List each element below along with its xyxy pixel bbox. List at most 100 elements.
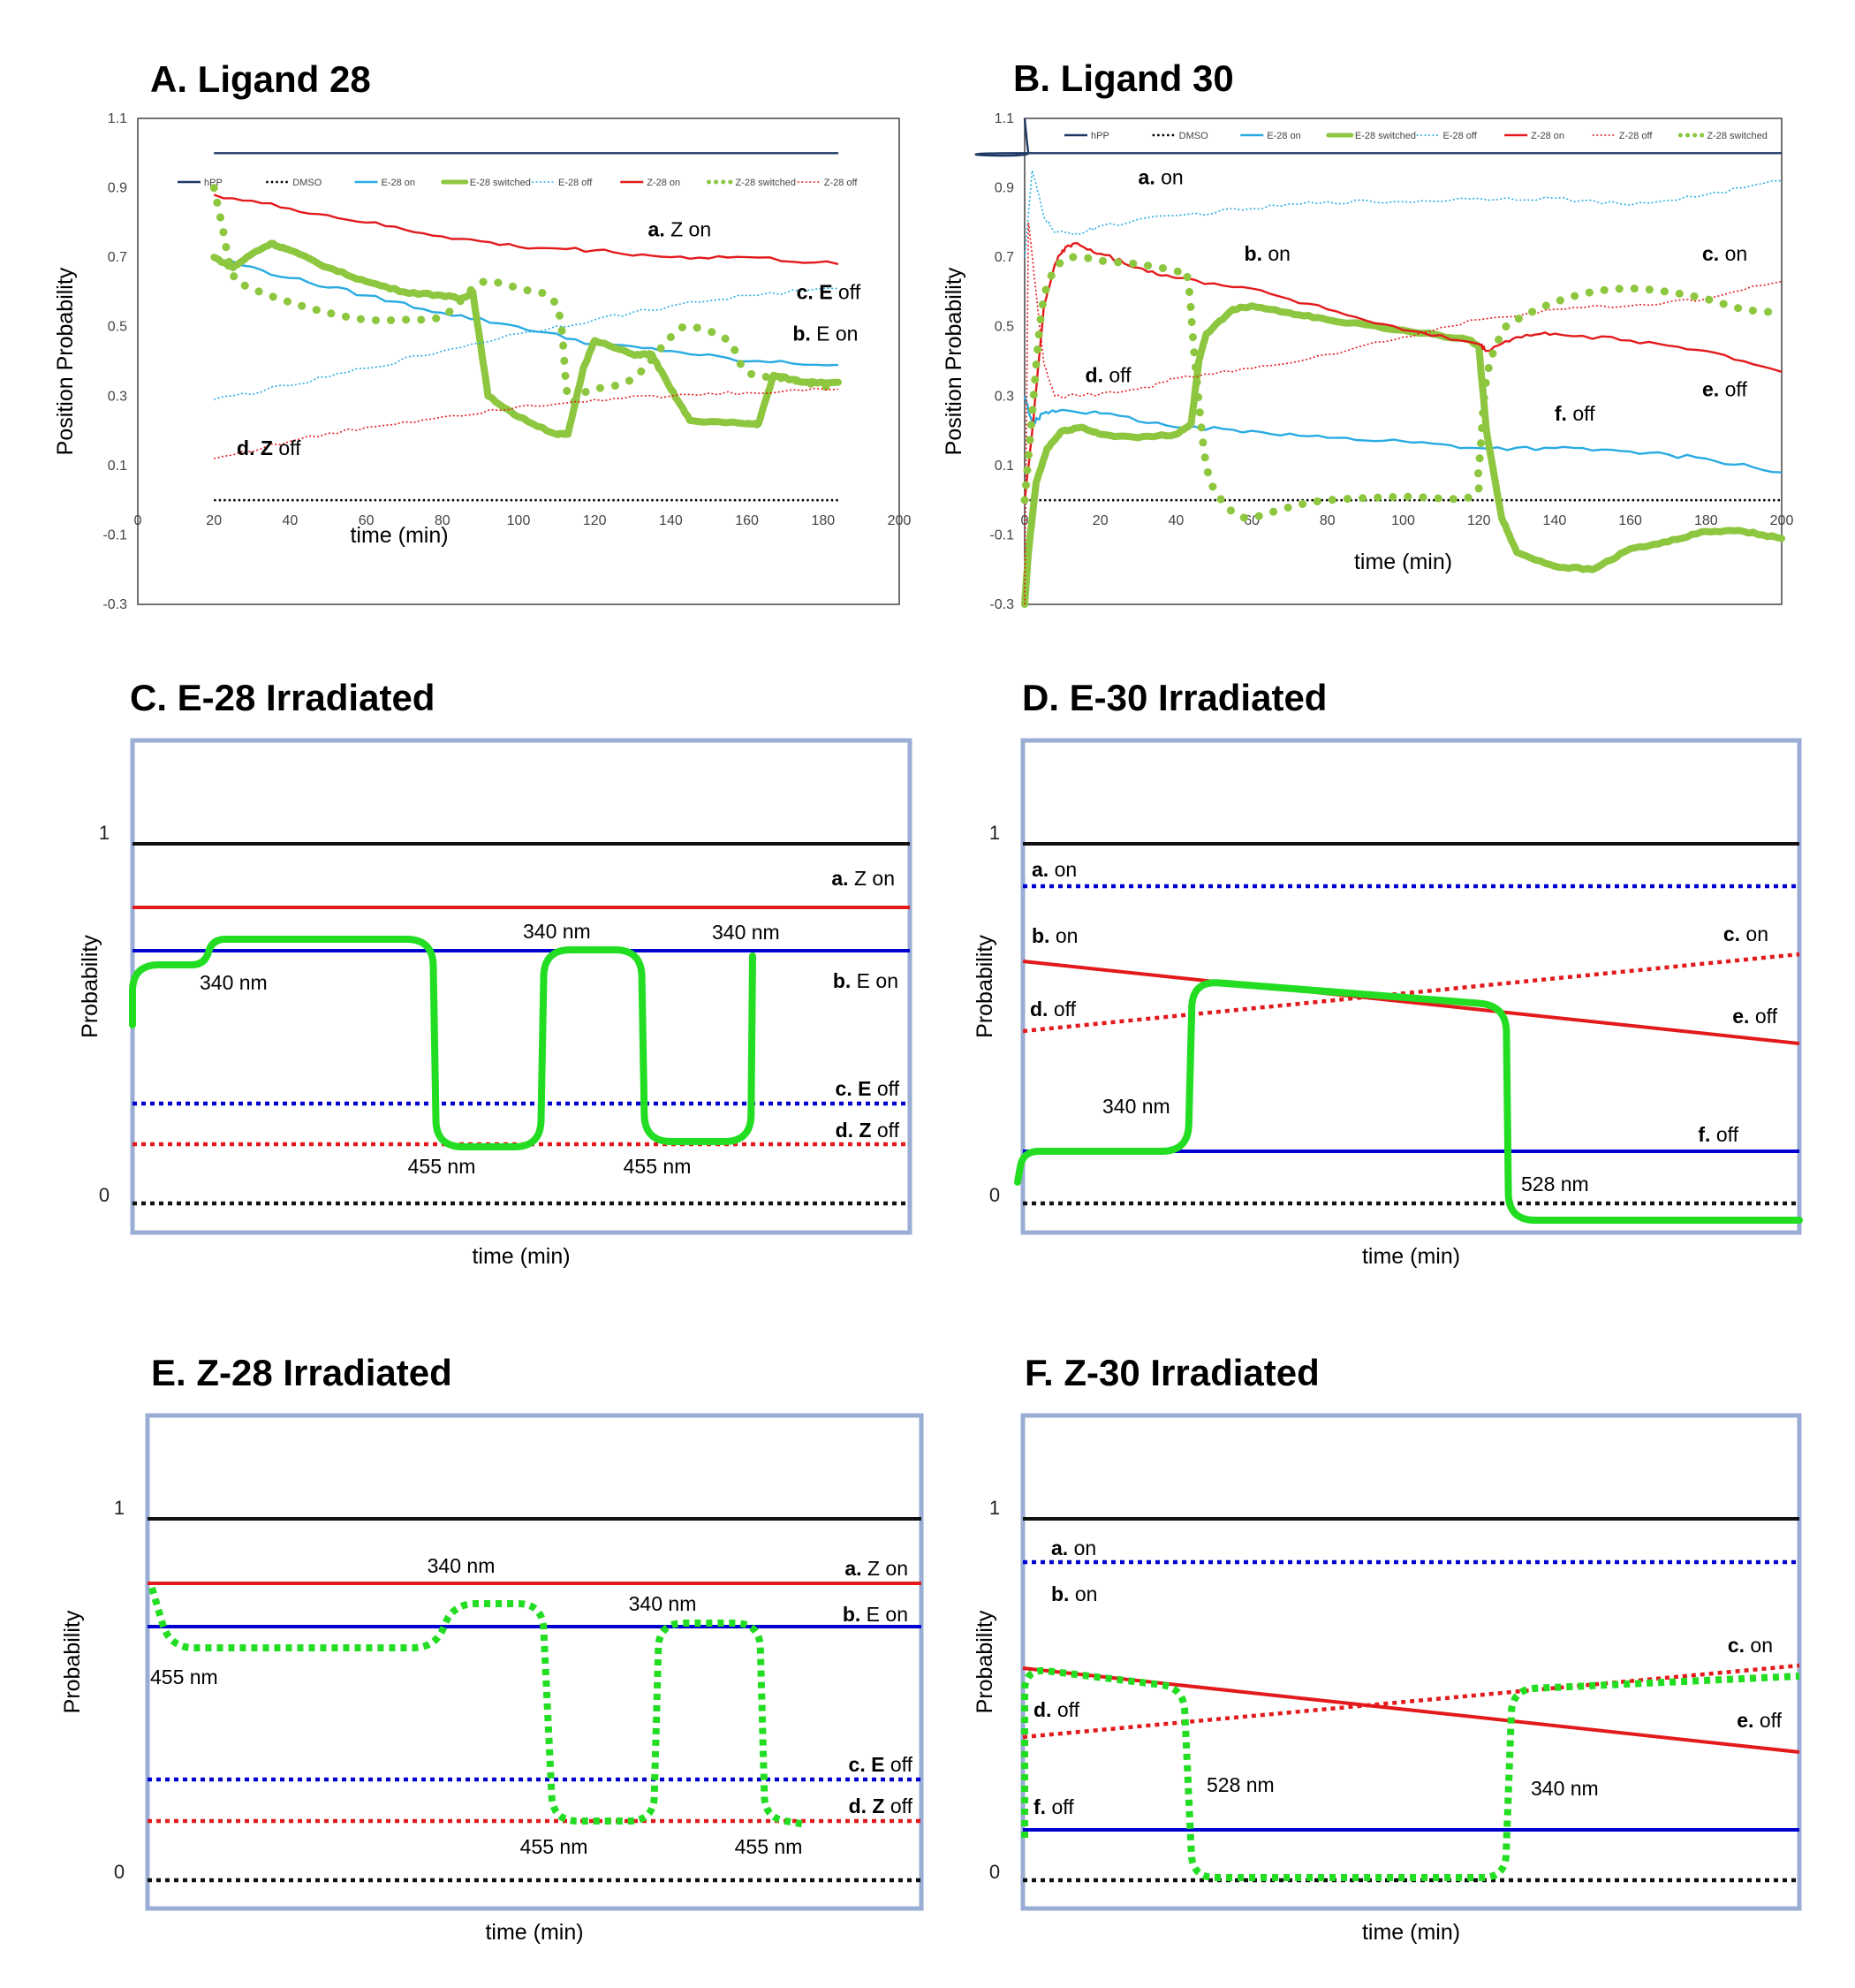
panel-a: A. Ligand 28 -0.3 -0.1 0.1 0.3 0.5 0.7 0.9 1.1 0 2… (53, 58, 911, 612)
wavelength-label: 455 nm (735, 1835, 803, 1858)
annotation-text: off (884, 1795, 912, 1817)
legend: hPP DMSO E-28 on E-28 switched E-28 off Z-28 … (178, 178, 858, 188)
annotation-bold: e. (1732, 1005, 1749, 1028)
annotation-text: off (1567, 402, 1595, 425)
line-c-on (1022, 1663, 1800, 1740)
y-tick-label: 0.3 (995, 389, 1014, 404)
line-label: a. Z on (844, 1557, 908, 1580)
panel-title: B. Ligand 30 (1013, 57, 1234, 99)
series-e-28-on (1023, 395, 1783, 474)
line-label: e. off (1737, 1709, 1782, 1732)
y-tick-label: 0 (99, 1184, 110, 1206)
line-label: f. off (1698, 1123, 1738, 1146)
wavelength-label: 340 nm (200, 971, 268, 994)
annotation-text: on (1262, 242, 1291, 265)
line-label: b. E on (843, 1603, 908, 1626)
curve-label: a. on (1139, 166, 1184, 189)
line-label: f. off (1034, 1795, 1074, 1818)
panel-c: C. E-28 Irradiated 1 0 time (min) Probabilit… (78, 677, 912, 1269)
x-tick-label: 180 (811, 513, 835, 528)
x-tick-label: 40 (1169, 513, 1185, 528)
legend-entry: E-28 switched (1355, 131, 1416, 141)
curve-label: b. on (1245, 242, 1291, 265)
annotation-text: E on (860, 1603, 908, 1626)
annotation-text: Z on (862, 1557, 908, 1580)
panel-title: A. Ligand 28 (150, 58, 371, 100)
y-tick-label: 0 (114, 1861, 125, 1883)
line-label: d. Z off (836, 1119, 900, 1142)
curve-z28-switched (148, 1586, 806, 1828)
plot-frame (1020, 1413, 1802, 1911)
line-label: a. on (1032, 858, 1077, 881)
line-label: b. on (1032, 924, 1078, 947)
wavelength-label: 340 nm (629, 1592, 697, 1615)
x-tick-label: 20 (206, 513, 222, 528)
panel-b: B. Ligand 30 -0.3 -0.1 0.1 0.3 0.5 0.7 0.9 1.1 0 2… (942, 57, 1793, 612)
x-axis-label: time (min) (1354, 550, 1452, 574)
annotation-bold: b. (833, 969, 851, 992)
annotation-text: on (1719, 242, 1747, 265)
y-tick-label: 1 (989, 1497, 1000, 1519)
x-tick-label: 40 (283, 513, 299, 528)
curve-label: a. Z on (648, 218, 712, 241)
line-label: d. off (1030, 998, 1077, 1021)
legend-entry: Z-28 on (647, 178, 680, 188)
annotation-text: on (1049, 924, 1078, 947)
annotation-text: off (1753, 1709, 1782, 1732)
plot-frame (130, 738, 912, 1235)
line-label: c. E off (836, 1077, 900, 1100)
x-axis-label: time (min) (472, 1244, 570, 1269)
panel-d: D. E-30 Irradiated 1 0 time (min) Probabilit… (973, 677, 1803, 1269)
panel-title: E. Z-28 Irradiated (151, 1352, 452, 1393)
x-tick-label: 0 (1021, 513, 1029, 528)
annotation-text: off (273, 436, 301, 459)
series-e-28-switched (210, 239, 842, 438)
curve-label: d. Z off (237, 436, 301, 459)
wavelength-label: 340 nm (523, 920, 591, 943)
wavelength-label: 455 nm (624, 1155, 692, 1178)
curve-label: e. off (1702, 377, 1747, 400)
panel-title: F. Z-30 Irradiated (1025, 1352, 1320, 1393)
legend-entry: hPP (204, 178, 223, 188)
wavelength-label: 340 nm (1102, 1095, 1170, 1118)
annotation-text: on (1069, 1582, 1097, 1605)
x-tick-label: 80 (1320, 513, 1336, 528)
y-tick-label: -0.1 (102, 527, 127, 543)
y-tick-label: 1 (989, 822, 1000, 844)
annotation-text: on (1068, 1537, 1096, 1559)
y-tick-label: 1.1 (995, 111, 1014, 126)
annotation-text: off (1048, 998, 1076, 1021)
x-tick-label: 200 (888, 513, 912, 528)
legend-entry: Z-28 off (824, 178, 859, 188)
annotation-bold: c. (1728, 1634, 1745, 1657)
legend-entry: E-28 on (1267, 131, 1301, 141)
series-e-28-on (213, 255, 839, 367)
x-axis-label: time (min) (350, 523, 448, 548)
x-tick-label: 140 (659, 513, 683, 528)
annotation-bold: a. (1051, 1537, 1068, 1559)
wavelength-label: 340 nm (1531, 1777, 1599, 1800)
line-label: c. E off (849, 1753, 913, 1776)
line-label: b. on (1051, 1582, 1097, 1605)
y-tick-label: 0.9 (108, 181, 127, 196)
annotation-text: off (871, 1077, 899, 1100)
panel-e: E. Z-28 Irradiated 1 0 time (min) Probabilit… (60, 1352, 924, 1945)
legend-entry: DMSO (292, 178, 322, 188)
annotation-text: off (871, 1119, 899, 1142)
wavelength-label: 528 nm (1207, 1773, 1275, 1796)
legend-entry: E-28 off (1443, 131, 1478, 141)
plot-frame (145, 1413, 924, 1911)
annotation-bold: d. Z (836, 1119, 872, 1142)
annotation-text: Z on (849, 867, 895, 890)
plot-frame (1020, 738, 1802, 1235)
line-b-on (1022, 960, 1800, 1045)
legend: hPP DMSO E-28 on E-28 switched E-28 off Z-28 … (1064, 131, 1768, 141)
curve-label: c. on (1702, 242, 1747, 265)
line-label: b. E on (833, 969, 898, 992)
annotation-text: on (1155, 166, 1184, 189)
curve-label: b. E on (792, 322, 858, 345)
annotation-bold: c. E (849, 1753, 885, 1776)
annotation-bold: c. E (836, 1077, 872, 1100)
y-tick-label: 0.9 (995, 181, 1014, 196)
wavelength-label: 340 nm (712, 921, 780, 944)
